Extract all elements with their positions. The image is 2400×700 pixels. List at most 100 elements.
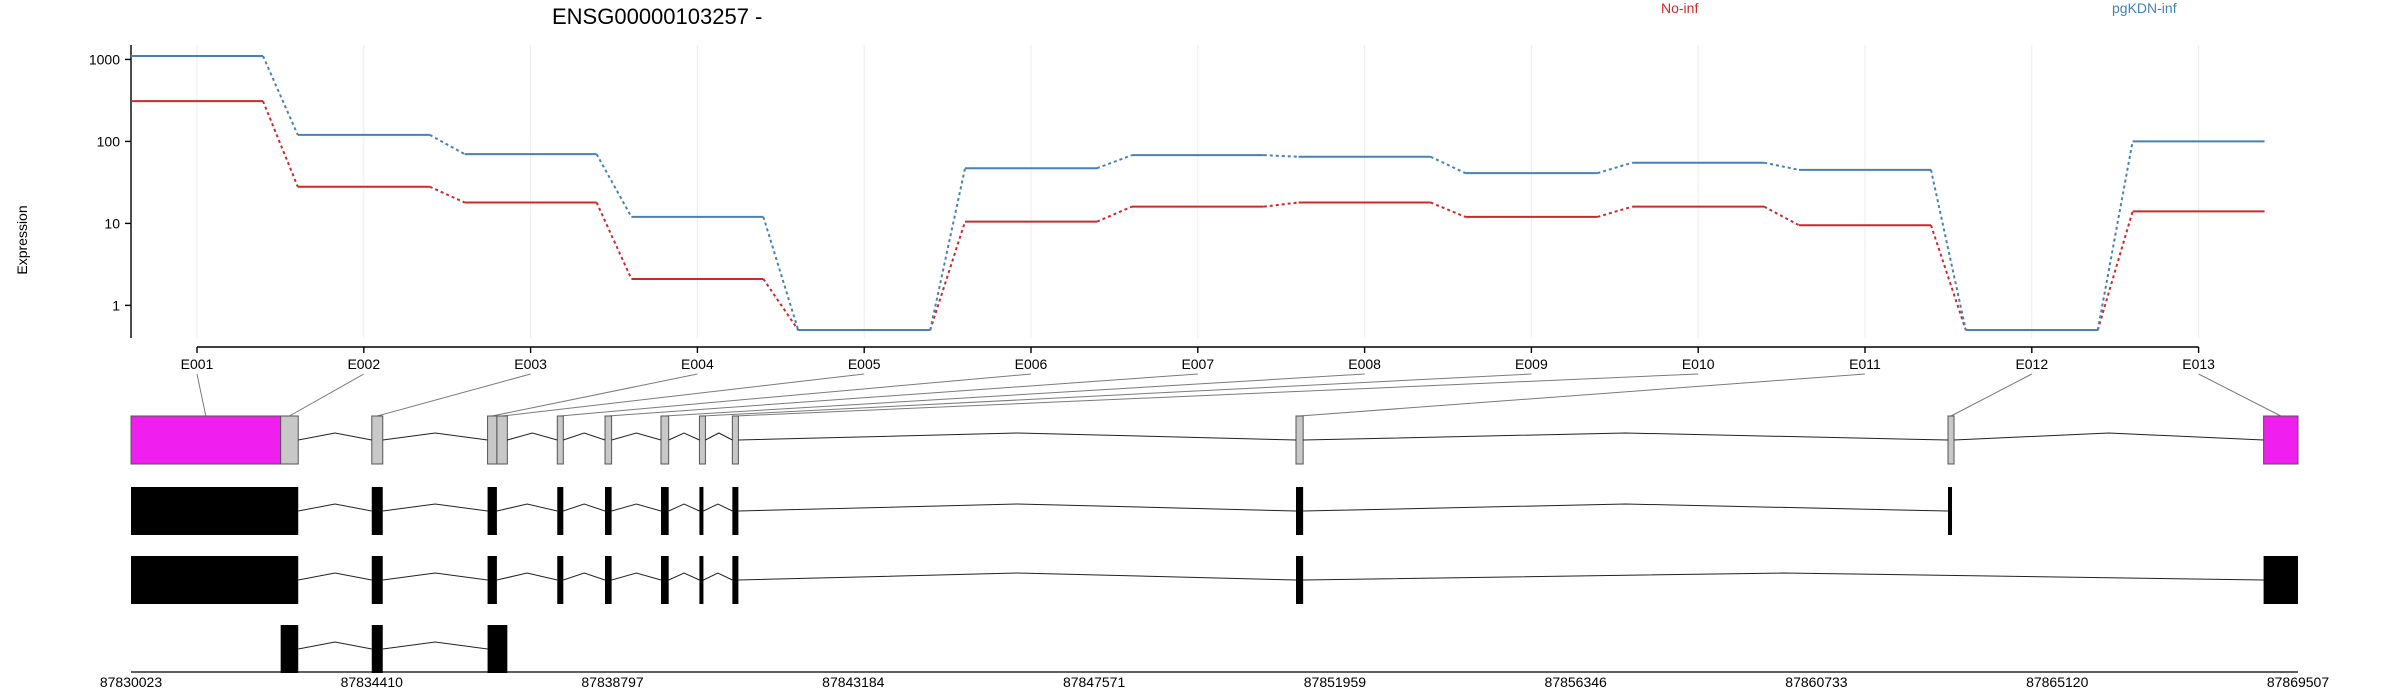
series-connector (1096, 205, 1133, 223)
exon-bin-e001 (130, 415, 282, 465)
transcript-intron (298, 572, 372, 581)
bin-link-e011 (1299, 373, 1866, 417)
exon-bin-e010 (731, 415, 739, 465)
exon-bin-e006 (556, 415, 564, 465)
transcript-intron (611, 503, 662, 512)
x-tick-label: E003 (514, 356, 547, 372)
bin-link-lines (196, 373, 2282, 417)
series-connector (929, 221, 966, 331)
transcript-intron (703, 572, 733, 581)
y-tick-label: 10 (104, 215, 120, 231)
bin-link-e007 (608, 373, 1198, 417)
series-connector (262, 55, 299, 136)
transcript-intron (1303, 572, 2264, 581)
series-pgkdn-inf (131, 55, 2265, 332)
transcript-intron (1303, 503, 1949, 512)
genomic-tick-label: 87843184 (822, 674, 885, 690)
exon-bin-e007 (604, 415, 613, 465)
transcript-1-exon (557, 487, 564, 535)
bin-intron (563, 432, 606, 441)
transcript-intron (382, 641, 488, 650)
transcript-2-exon (1296, 556, 1304, 604)
x-axis: E001 E002 E003 E004 E005 E006 E007 E008 E009 E010… (181, 346, 2215, 372)
genomic-tick-label: 87869507 (2267, 674, 2330, 690)
exon-bin-e009 (698, 415, 706, 465)
exon-bin-e011 (1295, 415, 1304, 465)
bin-link-e010 (735, 373, 1699, 417)
exon-bin-e004 (487, 415, 498, 465)
bin-intron (1303, 432, 1949, 441)
x-tick-label: E011 (1849, 356, 1881, 372)
series-connector (1430, 155, 1466, 175)
transcript-intron (382, 503, 488, 512)
exon-bin-track (130, 415, 2299, 465)
genomic-tick-label: 87851959 (1304, 674, 1367, 690)
exon-bin-e012 (1947, 415, 1955, 465)
series-connector (1430, 201, 1466, 218)
genomic-tick-label: 87856346 (1545, 674, 1608, 690)
x-tick-label: E004 (681, 356, 714, 372)
series-connector (1930, 169, 1967, 331)
genomic-tick-label: 87860733 (1785, 674, 1848, 690)
x-tick-label: E013 (2182, 356, 2215, 372)
x-tick-label: E005 (848, 356, 881, 372)
transcript-intron (298, 641, 372, 650)
exon-bin-e013 (2263, 415, 2299, 465)
series-connector (595, 202, 633, 280)
transcript-1-exon (371, 487, 383, 535)
transcript-1-exon (661, 487, 669, 535)
legend-no-inf: No-inf (1661, 0, 1698, 16)
transcript-3-exon (487, 625, 508, 673)
expression-lines (131, 55, 2265, 332)
bin-intron (1953, 432, 2264, 441)
transcript-2-exon (605, 556, 612, 604)
x-tick-label: E010 (1682, 356, 1715, 372)
transcript-3-exon (280, 625, 299, 673)
series-connector (1263, 154, 1299, 158)
series-connector (1763, 161, 1800, 171)
bin-intron (668, 432, 700, 441)
transcript-intron (611, 572, 662, 581)
transcript-1-exon (1296, 487, 1304, 535)
x-tick-label: E008 (1348, 356, 1381, 372)
bin-link-e003 (377, 373, 531, 417)
x-tick-label: E007 (1181, 356, 1214, 372)
transcript-2-exon (732, 556, 739, 604)
exon-bin-e002 (280, 415, 299, 465)
bin-intron (611, 432, 662, 441)
bin-intron (705, 432, 733, 441)
x-tick-label: E001 (181, 356, 214, 372)
series-connector (1930, 224, 1967, 331)
series-connector (1263, 201, 1299, 208)
transcript-intron (703, 503, 733, 512)
transcript-2-exon (699, 556, 704, 604)
transcript-1-exon (732, 487, 739, 535)
bin-link-e002 (289, 373, 365, 417)
genomic-tick-label: 87865120 (2026, 674, 2089, 690)
gridlines (196, 45, 2200, 338)
series-connector (429, 185, 466, 204)
bin-link-e008 (664, 373, 1365, 417)
y-axis-label: Expression (14, 205, 30, 274)
series-connector (1597, 161, 1633, 175)
bin-link-e005 (502, 373, 865, 417)
transcript-1-exon (699, 487, 704, 535)
transcript-intron (668, 572, 700, 581)
series-connector (595, 153, 633, 218)
transcript-3-exon (371, 625, 383, 673)
x-tick-label: E006 (1015, 356, 1048, 372)
series-connector (1763, 205, 1800, 227)
transcript-intron (496, 503, 558, 512)
bin-link-e001 (196, 373, 207, 417)
bin-link-e012 (1950, 373, 2033, 417)
series-connector (762, 216, 800, 331)
transcript-intron (738, 572, 1297, 581)
series-connector (1096, 154, 1133, 170)
transcript-intron (563, 503, 606, 512)
genomic-tick-label: 87847571 (1063, 674, 1126, 690)
bin-intron (507, 432, 558, 441)
y-tick-label: 1000 (89, 51, 120, 67)
bin-intron (382, 432, 488, 441)
transcript-2-exon (371, 556, 383, 604)
